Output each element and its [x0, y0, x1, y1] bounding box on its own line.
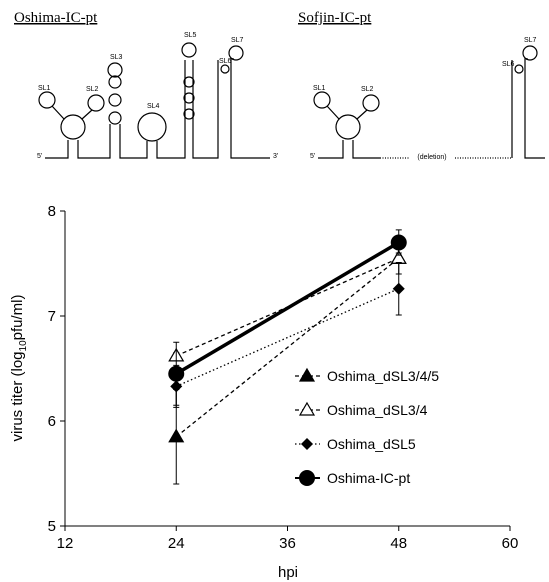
- y-tick-label: 8: [48, 203, 56, 220]
- x-tick-label: 60: [502, 535, 519, 552]
- stem-loop-label: SL5: [184, 32, 197, 39]
- five-prime: 5': [37, 153, 42, 160]
- data-point: [168, 366, 184, 382]
- figure: Oshima-IC-pt SL1 SL2 SL3 SL4 SL5 SL6 SL7…: [0, 0, 549, 582]
- stem-loop-diagram: [39, 43, 270, 158]
- legend-label: Oshima_dSL3/4: [327, 402, 428, 418]
- stem-loop-label: SL3: [110, 54, 123, 61]
- legend-label: Oshima_dSL5: [327, 436, 416, 452]
- stem-loop-label: SL1: [313, 85, 326, 92]
- legend-label: Oshima_dSL3/4/5: [327, 368, 439, 384]
- x-axis-label: hpi: [278, 564, 298, 581]
- y-label-sub: 10: [18, 340, 29, 352]
- three-prime: 3': [273, 153, 278, 160]
- data-point: [393, 283, 405, 295]
- x-tick-label: 36: [279, 535, 296, 552]
- diagram-title: Sofjin-IC-pt: [298, 10, 372, 26]
- y-axis-label: virus titer (log10pfu/ml): [9, 294, 29, 441]
- legend-marker: [301, 438, 313, 450]
- deletion-label: (deletion): [417, 154, 446, 161]
- series-line: [176, 243, 399, 374]
- x-tick-label: 48: [390, 535, 407, 552]
- y-label-part: pfu/ml): [9, 294, 26, 340]
- stem-loop-label: SL6: [502, 61, 515, 68]
- stem-loop-label: SL2: [86, 86, 99, 93]
- legend-marker: [299, 470, 315, 486]
- stem-loop-label: SL7: [231, 37, 244, 44]
- five-prime: 5': [310, 153, 315, 160]
- x-tick-label: 24: [168, 535, 185, 552]
- stem-loop-label: SL1: [38, 85, 51, 92]
- page: Oshima-IC-pt SL1 SL2 SL3 SL4 SL5 SL6 SL7…: [0, 0, 549, 582]
- y-tick-label: 7: [48, 308, 56, 325]
- data-point: [169, 430, 183, 442]
- legend-marker: [300, 403, 314, 415]
- diagram-title: Oshima-IC-pt: [14, 10, 98, 26]
- stem-loop-label: SL7: [524, 37, 537, 44]
- y-tick-label: 6: [48, 413, 56, 430]
- x-tick-label: 12: [57, 535, 74, 552]
- stem-loop-label: SL6: [219, 58, 232, 65]
- legend-marker: [300, 369, 314, 381]
- stem-loop-label: SL2: [361, 86, 374, 93]
- legend-label: Oshima-IC-pt: [327, 470, 410, 486]
- y-label-part: virus titer (log: [9, 351, 26, 441]
- y-tick-label: 5: [48, 518, 56, 535]
- stem-loop-label: SL4: [147, 103, 160, 110]
- data-point: [391, 235, 407, 251]
